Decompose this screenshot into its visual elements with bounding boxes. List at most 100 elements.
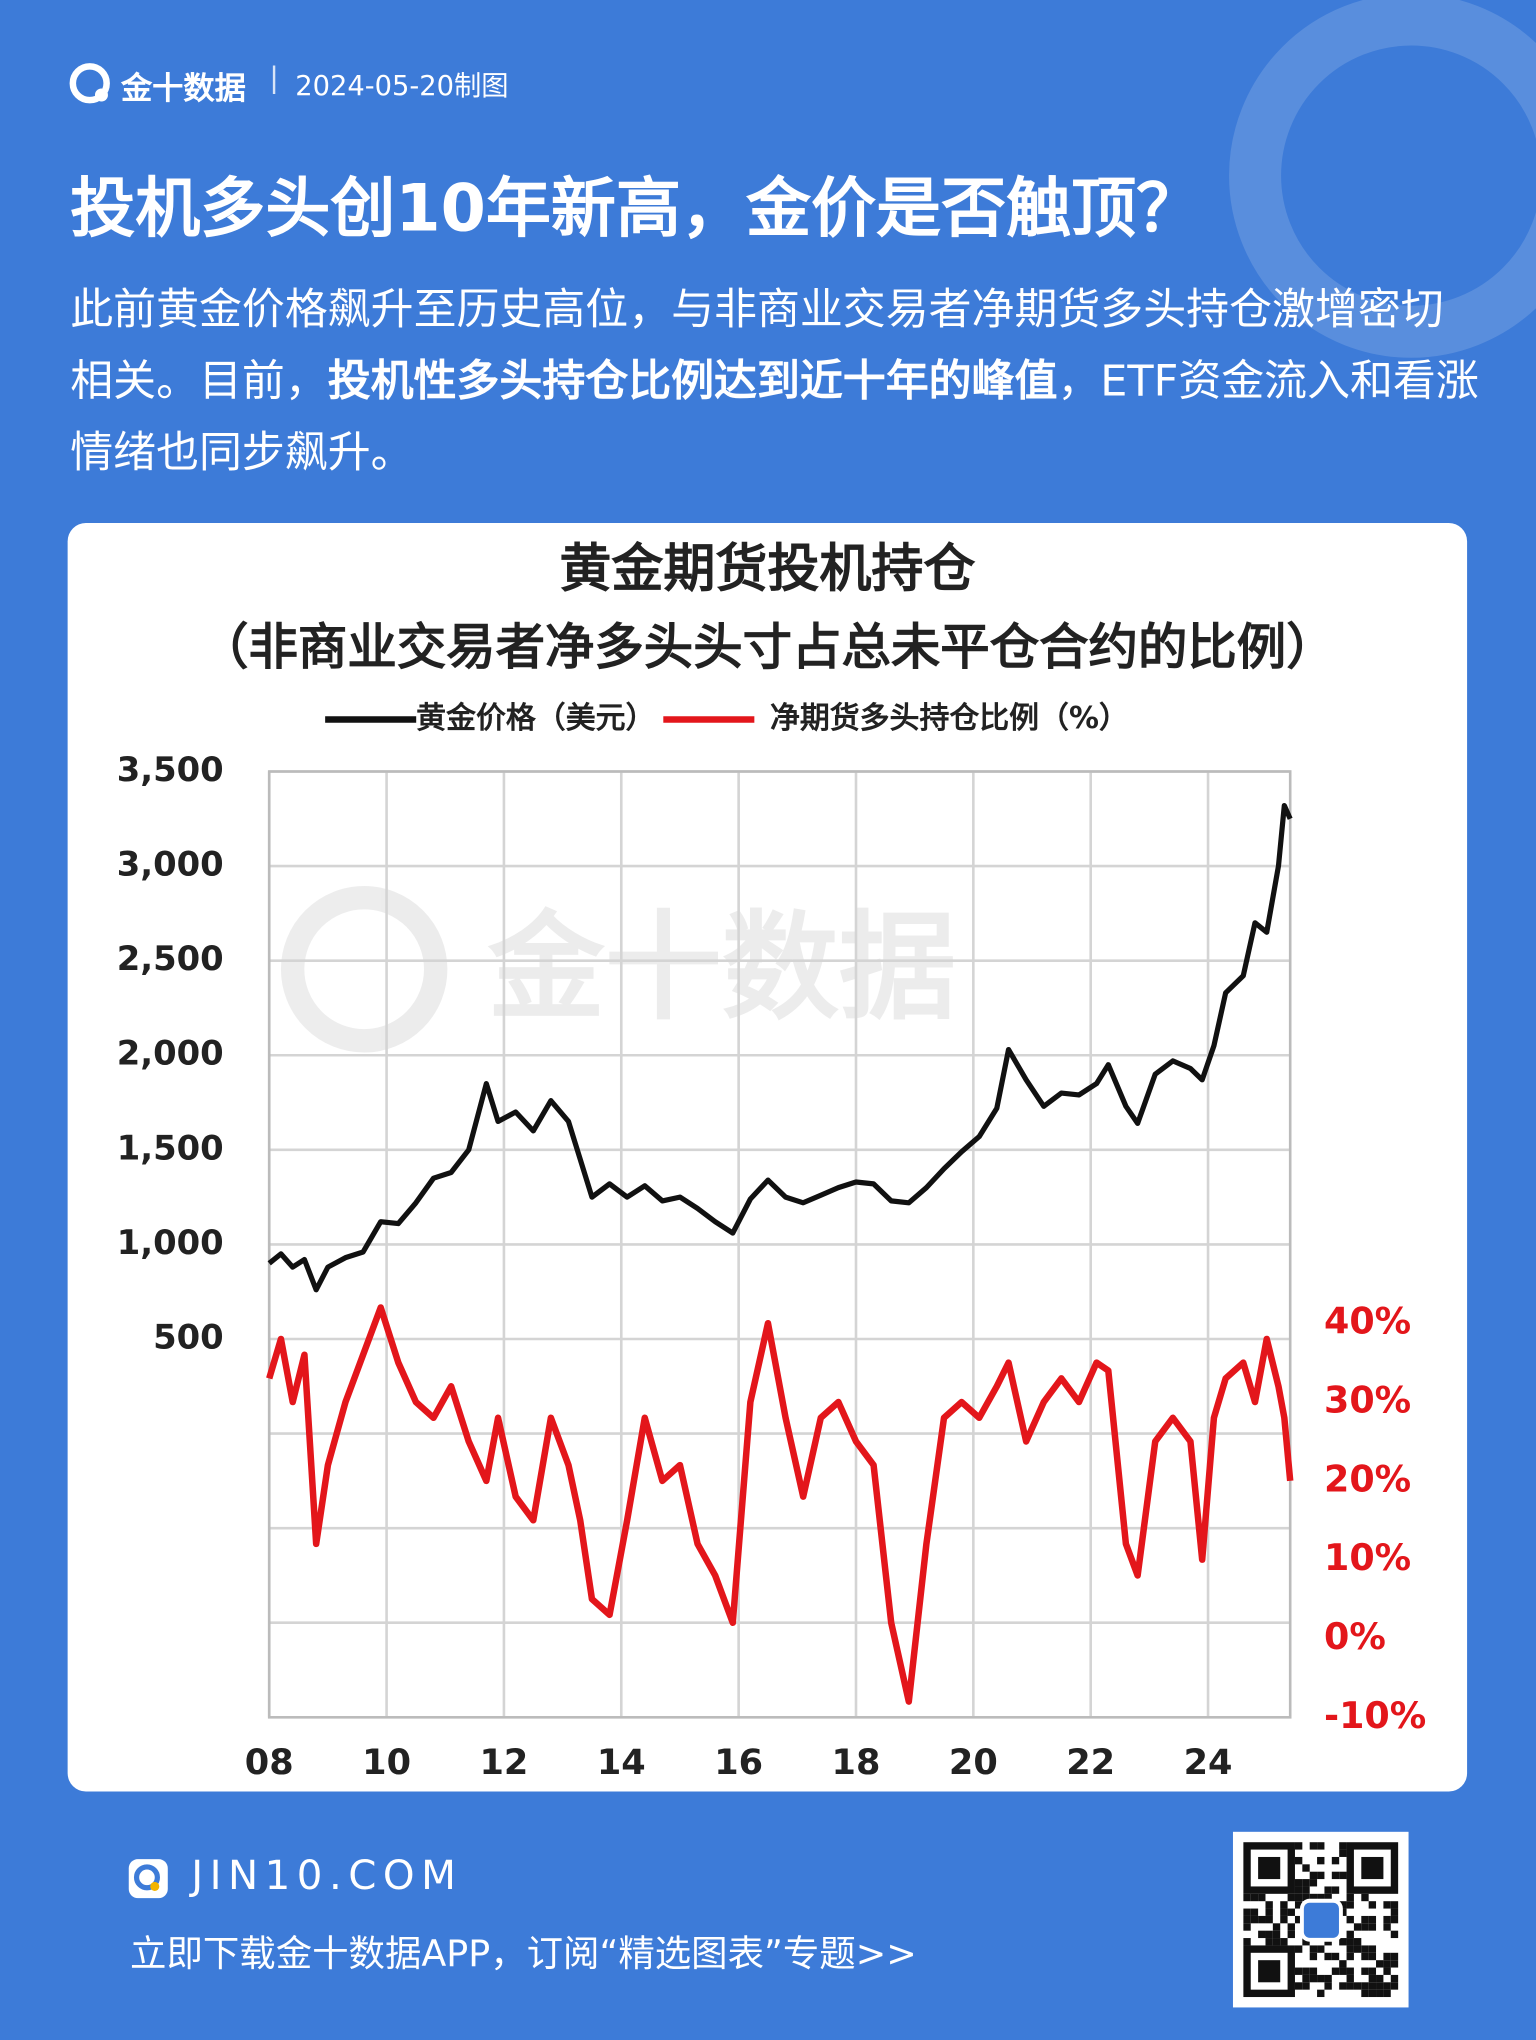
qr-cell <box>1302 1967 1310 1975</box>
qr-cell <box>1390 1908 1399 1916</box>
y-tick-label: 500 <box>153 1317 224 1356</box>
qr-cell <box>1390 1930 1399 1939</box>
qr-cell <box>1353 1945 1362 1953</box>
chart-title: 黄金期货投机持仓 <box>559 539 976 599</box>
qr-cell <box>1265 1930 1273 1939</box>
desc-text: ，ETF资金流入和看涨情绪也同步飙升。 <box>70 355 1479 478</box>
qr-cell <box>1346 1952 1354 1961</box>
qr-cell <box>1346 1982 1354 1990</box>
qr-cell <box>1346 1893 1354 1902</box>
qr-cell <box>1383 1967 1391 1975</box>
qr-cell <box>1294 1967 1303 1975</box>
y2-tick-label: 10% <box>1324 1536 1411 1579</box>
x-tick-label: 24 <box>1184 1742 1233 1783</box>
qr-cell <box>1376 1974 1384 1983</box>
qr-cell <box>1339 1901 1347 1909</box>
x-tick-label: 22 <box>1066 1742 1115 1783</box>
qr-cell <box>1265 1908 1273 1916</box>
qr-cell <box>1243 1923 1251 1931</box>
qr-cell <box>1324 1982 1332 1990</box>
qr-cell <box>1294 1842 1303 1850</box>
qr-cell <box>1258 1893 1266 1902</box>
x-tick-label: 18 <box>832 1742 881 1783</box>
qr-cell <box>1287 1930 1295 1939</box>
legend-label: 净期货多头持仓比例（%） <box>770 701 1129 736</box>
qr-cell <box>1324 1974 1332 1983</box>
qr-cell <box>1368 1982 1377 1990</box>
qr-cell <box>1294 1856 1303 1865</box>
qr-finder <box>1258 1960 1281 1983</box>
qr-cell <box>1339 1849 1347 1857</box>
qr-cell <box>1361 1945 1369 1953</box>
qr-cell <box>1346 1967 1354 1975</box>
legend-label: 黄金价格（美元） <box>416 701 655 736</box>
qr-cell <box>1361 1915 1369 1924</box>
qr-cell <box>1302 1938 1310 1946</box>
qr-cell <box>1368 1901 1377 1909</box>
qr-cell <box>1331 1856 1340 1865</box>
qr-cell <box>1353 1982 1362 1990</box>
qr-cell <box>1361 1989 1369 1998</box>
qr-cell <box>1317 1974 1325 1983</box>
description: 此前黄金价格飙升至历史高位，与非商业交易者净期货多头持仓激增密切相关。目前，投机… <box>70 273 1481 488</box>
qr-cell <box>1390 1901 1399 1909</box>
qr-cell <box>1294 1893 1303 1902</box>
y-tick-label: 3,000 <box>117 845 224 884</box>
x-tick-label: 10 <box>362 1742 411 1783</box>
qr-cell <box>1376 1989 1384 1998</box>
qr-cell <box>1309 1871 1318 1880</box>
qr-cell <box>1339 1982 1347 1990</box>
qr-cell <box>1294 1945 1303 1953</box>
qr-cell <box>1258 1930 1266 1939</box>
watermark-text: 金十数据 <box>487 899 956 1036</box>
plot-frame <box>267 770 1292 1719</box>
qr-cell <box>1272 1930 1281 1939</box>
x-tick-label: 14 <box>597 1742 646 1783</box>
qr-cell <box>1272 1938 1281 1946</box>
x-tick-label: 08 <box>245 1742 294 1783</box>
qr-cell <box>1353 1923 1362 1931</box>
y2-tick-label: -10% <box>1324 1694 1426 1737</box>
qr-cell <box>1265 1938 1273 1946</box>
qr-pattern <box>1243 1842 1399 1998</box>
x-tick-label: 16 <box>714 1742 763 1783</box>
qr-cell <box>1265 1901 1273 1909</box>
y-tick-label: 1,000 <box>117 1223 224 1262</box>
y2-tick-label: 40% <box>1324 1300 1411 1343</box>
y2-tick-label: 0% <box>1324 1615 1386 1658</box>
x-tick-label: 20 <box>949 1742 998 1783</box>
qr-cell <box>1317 1989 1325 1998</box>
qr-cell <box>1346 1915 1354 1924</box>
qr-cell <box>1250 1915 1259 1924</box>
qr-cell <box>1390 1974 1399 1983</box>
qr-cell <box>1361 1923 1369 1931</box>
series-line <box>266 1304 1294 1705</box>
qr-cell <box>1368 1923 1377 1931</box>
qr-cell <box>1294 1901 1303 1909</box>
qr-cell <box>1368 1952 1377 1961</box>
desc-bold: 投机性多头持仓比例达到近十年的峰值 <box>327 355 1058 406</box>
qr-cell <box>1339 1871 1347 1880</box>
desc-text: 此前黄金价格飙升至历史高位，与非商业交易者净期货多头持仓激增密切相关。目前， <box>70 283 1444 406</box>
qr-cell <box>1294 1886 1303 1894</box>
qr-cell <box>1331 1886 1340 1894</box>
qr-cell <box>1324 1893 1332 1902</box>
series-line <box>267 802 1293 1293</box>
brand: 金十数据 <box>120 70 246 107</box>
qr-cell <box>1302 1893 1310 1902</box>
qr-cell <box>1243 1893 1251 1902</box>
qr-cell <box>1317 1856 1325 1865</box>
qr-cell <box>1331 1952 1340 1961</box>
qr-cell <box>1346 1974 1354 1983</box>
qr-cell <box>1309 1879 1318 1887</box>
watermark-logo <box>280 885 448 1053</box>
qr-cell <box>1339 1938 1347 1946</box>
promo: 立即下载金十数据APP，订阅“精选图表”专题>> <box>130 1931 917 1975</box>
qr-cell <box>1302 1879 1310 1887</box>
qr-cell <box>1317 1893 1325 1902</box>
qr-cell <box>1302 1974 1310 1983</box>
footer-logo <box>128 1859 168 1899</box>
qr-cell <box>1368 1974 1377 1983</box>
